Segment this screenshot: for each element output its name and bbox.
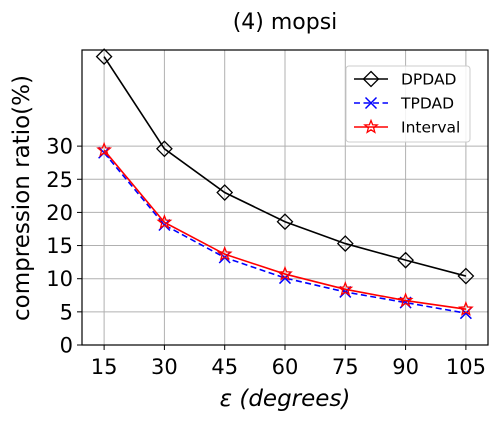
x-tick-label: 60: [272, 355, 299, 379]
data-point-interval: [216, 245, 233, 261]
series-line-dpdad: [103, 56, 467, 277]
x-tick-label: 15: [91, 355, 118, 379]
y-tick-label: 20: [46, 201, 73, 225]
legend-label-dpdad: DPDAD: [401, 71, 457, 89]
data-point-interval: [397, 292, 414, 308]
y-axis-ticks: 0 5 10 15 20 25 30: [46, 135, 82, 358]
data-point-dpdad: [276, 213, 294, 231]
y-tick-label: 5: [60, 300, 73, 324]
data-point-dpdad: [336, 235, 354, 252]
x-tick-label: 90: [392, 355, 419, 379]
data-point-dpdad: [397, 251, 415, 269]
data-point-dpdad: [155, 140, 173, 158]
data-point-interval: [96, 141, 112, 157]
legend-label-tpdad: TPDAD: [400, 95, 454, 113]
y-tick-label: 15: [46, 234, 73, 258]
x-axis-title: ε (degrees): [220, 386, 351, 412]
legend-marker-dpdad: [362, 70, 380, 88]
legend: DPDAD TPDAD Interval: [345, 65, 471, 143]
data-point-dpdad: [216, 184, 234, 201]
y-tick-label: 25: [46, 168, 73, 192]
legend-marker-tpdad: [364, 96, 378, 110]
y-tick-label: 10: [46, 267, 73, 291]
data-point-interval: [337, 281, 354, 297]
data-point-interval: [458, 300, 474, 316]
x-tick-label: 30: [151, 355, 178, 379]
legend-box: [345, 65, 471, 143]
chart-title: (4) mopsi: [233, 10, 338, 35]
x-tick-label: 105: [446, 355, 486, 379]
series-line-interval: [103, 149, 467, 310]
legend-item-dpdad: DPDAD: [354, 71, 457, 89]
y-tick-label: 30: [46, 135, 73, 159]
legend-marker-interval: [363, 118, 379, 134]
legend-item-tpdad: TPDAD: [354, 95, 454, 113]
x-tick-label: 75: [332, 355, 359, 379]
x-tick-label: 45: [211, 355, 238, 379]
data-point-dpdad: [457, 267, 475, 285]
data-point-dpdad: [95, 48, 113, 66]
series-group: [95, 48, 475, 320]
y-tick-label: 0: [60, 334, 73, 358]
legend-label-interval: Interval: [401, 119, 460, 137]
data-point-interval: [156, 214, 173, 230]
data-point-interval: [277, 265, 293, 281]
series-dpdad: [95, 48, 475, 285]
y-axis-title: compression ratio(%): [9, 75, 35, 321]
legend-item-interval: Interval: [354, 119, 460, 137]
series-interval: [96, 141, 474, 316]
x-axis-ticks: 15 30 45 60 75 90 105: [91, 345, 486, 379]
